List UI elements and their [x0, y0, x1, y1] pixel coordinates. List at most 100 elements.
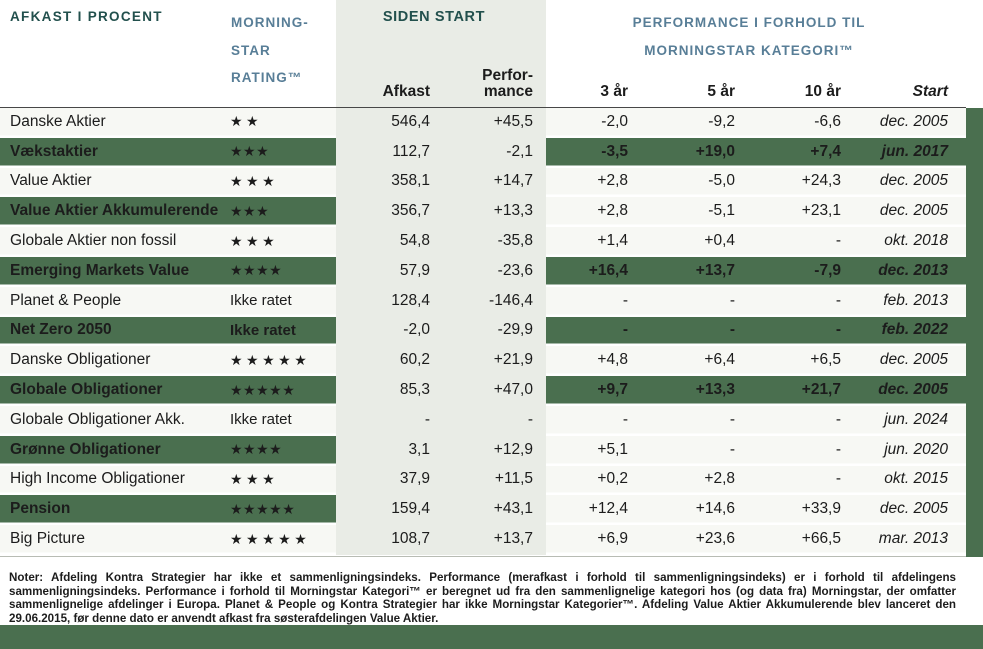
table-row: Pension ★★★★★ 159,4 +43,1 +12,4 +14,6 +33,9 dec… [0, 495, 966, 526]
afkast-value-cell: 85,3 [336, 376, 430, 406]
value-5yr-cell: +14,6 [630, 495, 737, 526]
siden-start-heading: SIDEN START [382, 9, 486, 25]
performance-value-cell: +12,9 [430, 435, 546, 466]
value-3yr-cell: -3,5 [546, 137, 630, 168]
value-10yr-cell: +24,3 [737, 167, 843, 198]
performance-value-cell: +13,7 [430, 525, 546, 555]
column-header-performance-line1: Perfor- [482, 67, 533, 84]
rating-cell: ★★★★ [230, 256, 336, 287]
fund-name-cell: Globale Aktier non fossil [0, 227, 230, 257]
value-3yr-cell: +12,4 [546, 495, 630, 526]
right-margin-band [966, 107, 983, 557]
performance-value-cell: - [430, 405, 546, 436]
rating-cell: Ikke ratet [230, 316, 336, 347]
start-date-cell: feb. 2013 [843, 286, 966, 317]
start-date-cell: dec. 2005 [843, 376, 966, 406]
value-5yr-cell: -9,2 [630, 108, 737, 138]
siden-start-column-band [336, 0, 546, 108]
table-row: Value Aktier Akkumulerende ★★★ 356,7 +13,3 +… [0, 197, 966, 228]
column-header-performance-line2: mance [483, 83, 533, 100]
table-row: Net Zero 2050 Ikke ratet -2,0 -29,9- - - feb. … [0, 316, 966, 347]
column-header-afkast: Afkast [382, 83, 430, 100]
value-10yr-cell: +33,9 [737, 495, 843, 526]
value-5yr-cell: +23,6 [630, 525, 737, 555]
value-3yr-cell: +16,4 [546, 256, 630, 287]
rating-cell: ★★★★★ [230, 495, 336, 526]
afkast-value-cell: -2,0 [336, 316, 430, 347]
table-row: Globale Obligationer ★★★★★ 85,3 +47,0 +9,7 +1… [0, 376, 966, 406]
value-10yr-cell: - [737, 465, 843, 496]
performance-value-cell: -2,1 [430, 137, 546, 168]
value-5yr-cell: +6,4 [630, 346, 737, 377]
value-10yr-cell: -7,9 [737, 256, 843, 287]
value-10yr-cell: +6,5 [737, 346, 843, 377]
start-date-cell: dec. 2005 [843, 495, 966, 526]
value-3yr-cell: +4,8 [546, 346, 630, 377]
fund-name-cell: Danske Obligationer [0, 346, 230, 377]
value-5yr-cell: - [630, 435, 737, 466]
fund-name-cell: Vækstaktier [0, 137, 230, 168]
value-3yr-cell: +2,8 [546, 167, 630, 198]
column-header-10yr: 10 år [804, 83, 841, 100]
start-date-cell: dec. 2005 [843, 108, 966, 138]
performance-value-cell: +14,7 [430, 167, 546, 198]
value-3yr-cell: +1,4 [546, 227, 630, 257]
fund-table-body: Danske Aktier ★★ 546,4 +45,5 -2,0 -9,2 -6,6 dec… [0, 108, 966, 555]
afkast-value-cell: 57,9 [336, 256, 430, 287]
value-3yr-cell: - [546, 405, 630, 436]
value-5yr-cell: - [630, 405, 737, 436]
fund-name-cell: High Income Obligationer [0, 465, 230, 496]
value-10yr-cell: +23,1 [737, 197, 843, 228]
table-row: Big Picture ★★★★★ 108,7 +13,7 +6,9 +23,6 +66,5… [0, 525, 966, 555]
fund-name-cell: Net Zero 2050 [0, 316, 230, 347]
morningstar-rating-heading: MORNING- STAR RATING™ [231, 9, 309, 92]
value-10yr-cell: - [737, 435, 843, 466]
afkast-value-cell: 128,4 [336, 286, 430, 317]
rating-cell: ★★★★ [230, 435, 336, 466]
fund-name-cell: Danske Aktier [0, 108, 230, 138]
value-10yr-cell: - [737, 405, 843, 436]
value-3yr-cell: +2,8 [546, 197, 630, 228]
start-date-cell: jun. 2020 [843, 435, 966, 466]
rating-cell: ★★ [230, 108, 336, 138]
start-date-cell: jun. 2017 [843, 137, 966, 168]
rating-cell: ★★★ [230, 465, 336, 496]
fund-name-cell: Value Aktier Akkumulerende [0, 197, 230, 228]
table-row: Vækstaktier ★★★ 112,7 -2,1 -3,5 +19,0 +7,4 jun.… [0, 137, 966, 168]
value-5yr-cell: +0,4 [630, 227, 737, 257]
performance-value-cell: +45,5 [430, 108, 546, 138]
value-3yr-cell: -2,0 [546, 108, 630, 138]
header-divider-rule [0, 107, 966, 109]
table-row: Globale Obligationer Akk. Ikke ratet - - - - -… [0, 405, 966, 436]
column-header-3yr: 3 år [600, 83, 628, 100]
rating-cell: ★★★ [230, 197, 336, 228]
value-10yr-cell: +21,7 [737, 376, 843, 406]
rating-cell: ★★★ [230, 167, 336, 198]
table-row: Planet & People Ikke ratet 128,4 -146,4- - - f… [0, 286, 966, 317]
performance-value-cell: -146,4 [430, 286, 546, 317]
column-header-start: Start [912, 83, 948, 100]
morningstar-rating-heading-line1: MORNING- [231, 15, 309, 30]
value-3yr-cell: +0,2 [546, 465, 630, 496]
start-date-cell: dec. 2013 [843, 256, 966, 287]
afkast-value-cell: 60,2 [336, 346, 430, 377]
start-date-cell: okt. 2018 [843, 227, 966, 257]
performance-value-cell: +11,5 [430, 465, 546, 496]
value-10yr-cell: +7,4 [737, 137, 843, 168]
table-row: High Income Obligationer ★★★ 37,9 +11,5 +0,2… [0, 465, 966, 496]
performance-value-cell: -29,9 [430, 316, 546, 347]
rating-cell: ★★★★★ [230, 376, 336, 406]
afkast-value-cell: 108,7 [336, 525, 430, 555]
performance-vs-category-heading: PERFORMANCE I FORHOLD TIL MORNINGSTAR KA… [546, 9, 952, 64]
performance-value-cell: +47,0 [430, 376, 546, 406]
value-5yr-cell: +2,8 [630, 465, 737, 496]
morningstar-rating-heading-line3: RATING™ [231, 70, 303, 85]
rating-cell: Ikke ratet [230, 405, 336, 436]
table-header: AFKAST I PROCENT MORNING- STAR RATING™ S… [0, 0, 983, 109]
fund-name-cell: Big Picture [0, 525, 230, 555]
value-10yr-cell: +66,5 [737, 525, 843, 555]
afkast-value-cell: 112,7 [336, 137, 430, 168]
value-10yr-cell: - [737, 286, 843, 317]
column-header-5yr: 5 år [707, 83, 735, 100]
table-row: Danske Aktier ★★ 546,4 +45,5 -2,0 -9,2 -6,6 dec… [0, 108, 966, 138]
